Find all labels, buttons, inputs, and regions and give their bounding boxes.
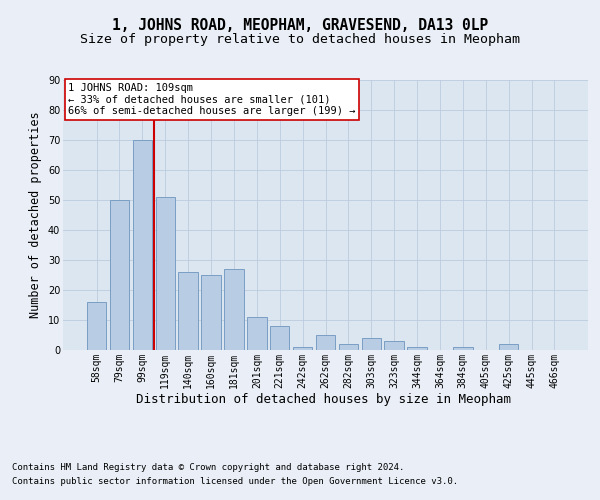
Text: Distribution of detached houses by size in Meopham: Distribution of detached houses by size … xyxy=(137,392,511,406)
Bar xyxy=(407,347,427,350)
Bar xyxy=(453,347,473,350)
Text: Size of property relative to detached houses in Meopham: Size of property relative to detached ho… xyxy=(80,32,520,46)
Bar xyxy=(247,317,266,350)
Bar xyxy=(133,140,152,350)
Bar xyxy=(202,275,221,350)
Text: 1 JOHNS ROAD: 109sqm
← 33% of detached houses are smaller (101)
66% of semi-deta: 1 JOHNS ROAD: 109sqm ← 33% of detached h… xyxy=(68,82,356,116)
Bar xyxy=(155,197,175,350)
Bar xyxy=(293,347,313,350)
Text: 1, JOHNS ROAD, MEOPHAM, GRAVESEND, DA13 0LP: 1, JOHNS ROAD, MEOPHAM, GRAVESEND, DA13 … xyxy=(112,18,488,32)
Text: Contains public sector information licensed under the Open Government Licence v3: Contains public sector information licen… xyxy=(12,478,458,486)
Text: Contains HM Land Registry data © Crown copyright and database right 2024.: Contains HM Land Registry data © Crown c… xyxy=(12,462,404,471)
Bar xyxy=(270,326,289,350)
Bar xyxy=(110,200,129,350)
Bar xyxy=(224,269,244,350)
Bar xyxy=(385,341,404,350)
Bar xyxy=(87,302,106,350)
Bar xyxy=(499,344,518,350)
Bar xyxy=(178,272,198,350)
Bar xyxy=(338,344,358,350)
Bar xyxy=(316,335,335,350)
Bar xyxy=(362,338,381,350)
Y-axis label: Number of detached properties: Number of detached properties xyxy=(29,112,42,318)
